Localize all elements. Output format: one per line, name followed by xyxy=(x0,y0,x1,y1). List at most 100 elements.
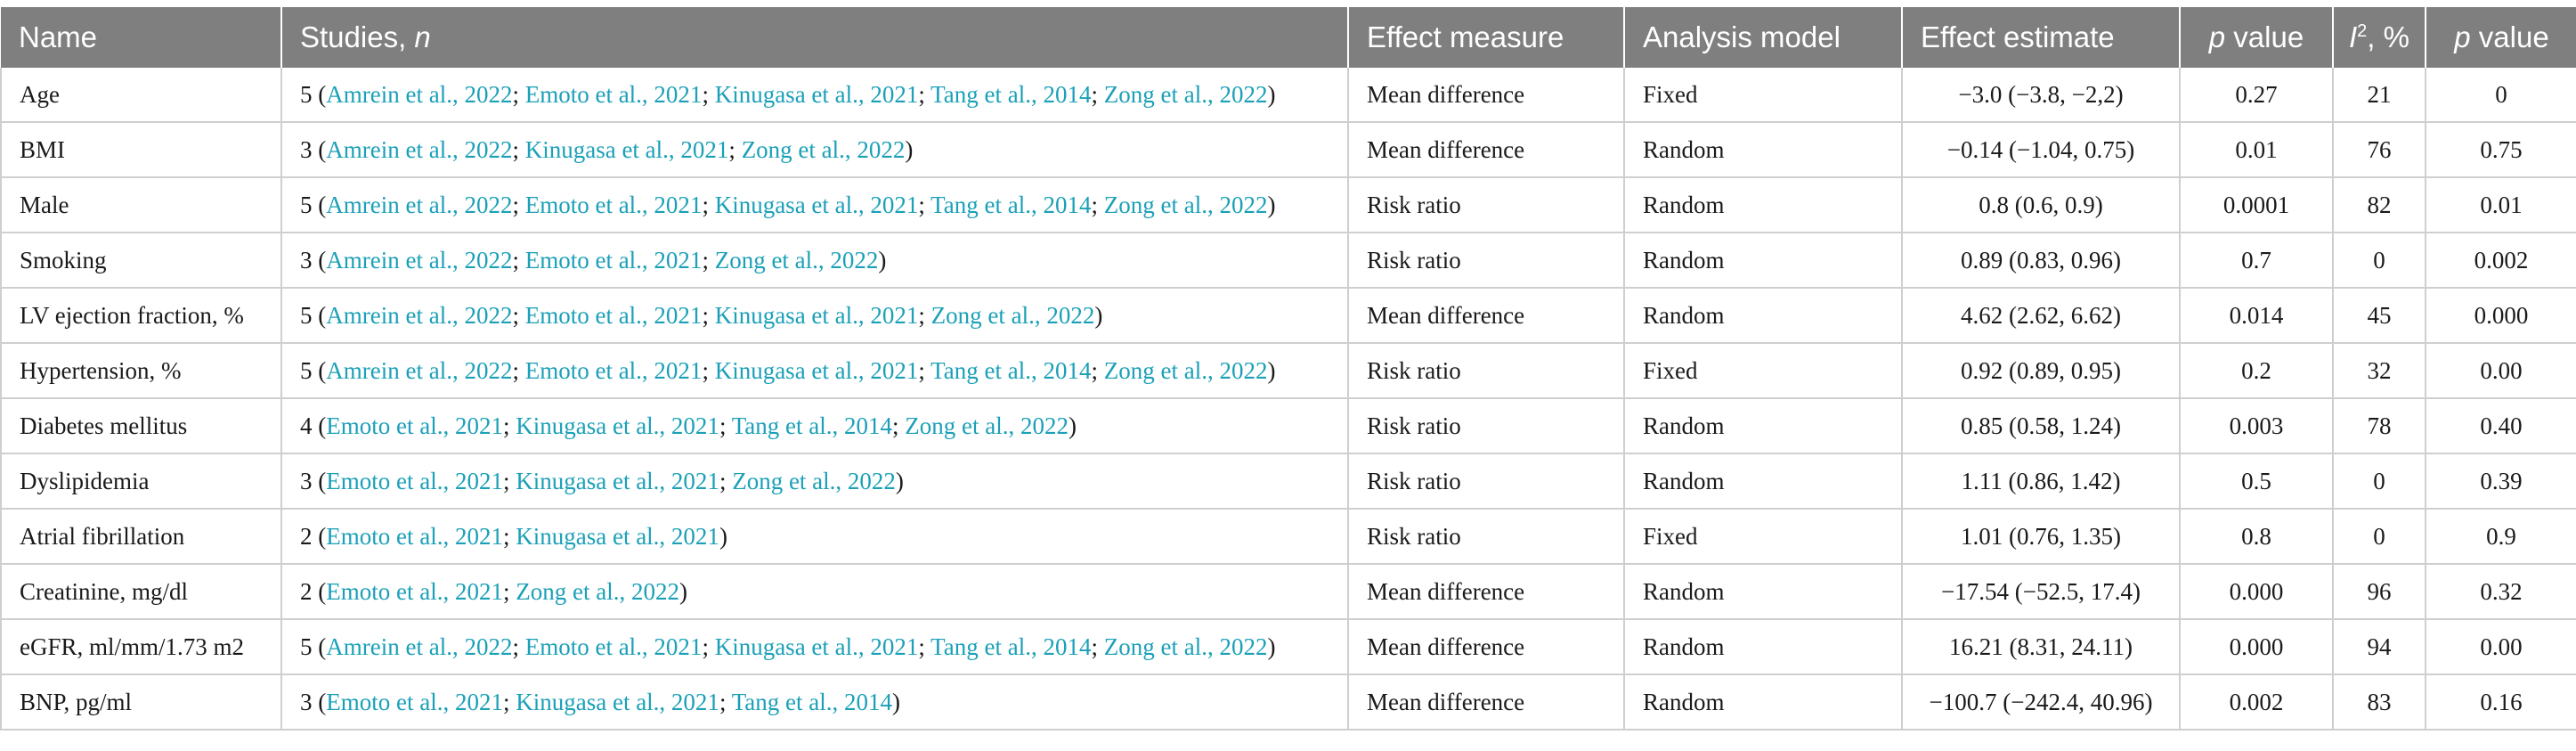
citation-link[interactable]: Kinugasa et al., 2021 xyxy=(714,356,919,384)
citation-link[interactable]: Tang et al., 2014 xyxy=(731,412,893,439)
citation-link[interactable]: Emoto et al., 2021 xyxy=(326,522,503,550)
cell-effect-estimate: −17.54 (−52.5, 17.4) xyxy=(1902,564,2181,620)
citation-link[interactable]: Kinugasa et al., 2021 xyxy=(516,688,719,715)
cell-name: Diabetes mellitus xyxy=(0,398,282,454)
citation-link[interactable]: Kinugasa et al., 2021 xyxy=(516,412,719,439)
citation-link[interactable]: Kinugasa et al., 2021 xyxy=(516,467,719,494)
cell-effect-measure: Risk ratio xyxy=(1348,233,1625,289)
citation-link[interactable]: Tang et al., 2014 xyxy=(731,688,893,715)
header-effect-measure: Effect measure xyxy=(1348,7,1625,68)
cell-name: BNP, pg/ml xyxy=(0,674,282,731)
citation-link[interactable]: Emoto et al., 2021 xyxy=(524,633,703,660)
citation-link[interactable]: Amrein et al., 2022 xyxy=(326,135,513,163)
cell-name: Smoking xyxy=(0,233,282,289)
cell-analysis-model: Random xyxy=(1624,619,1903,675)
table-row: Atrial fibrillation 2 (Emoto et al., 2021… xyxy=(0,509,2576,565)
citation-link[interactable]: Kinugasa et al., 2021 xyxy=(516,522,719,550)
cell-i2: 32 xyxy=(2333,343,2426,399)
cell-name: Male xyxy=(0,177,282,233)
cell-p-value: 0.7 xyxy=(2180,233,2334,289)
table-row: BNP, pg/ml 3 (Emoto et al., 2021; Kinugas… xyxy=(0,674,2576,731)
citation-link[interactable]: Zong et al., 2022 xyxy=(905,412,1069,439)
citation-link[interactable]: Emoto et al., 2021 xyxy=(524,301,703,329)
citation-link[interactable]: Kinugasa et al., 2021 xyxy=(524,135,729,163)
cell-analysis-model: Fixed xyxy=(1624,509,1903,565)
citation-link[interactable]: Emoto et al., 2021 xyxy=(326,577,503,605)
header-i2: I2, % xyxy=(2333,7,2426,68)
cell-p-value: 0.5 xyxy=(2180,453,2334,510)
cell-studies: 2 (Emoto et al., 2021; Kinugasa et al., … xyxy=(281,509,1349,565)
citation-link[interactable]: Zong et al., 2022 xyxy=(1103,356,1268,384)
cell-studies: 5 (Amrein et al., 2022; Emoto et al., 20… xyxy=(281,619,1349,675)
citation-link[interactable]: Amrein et al., 2022 xyxy=(326,301,513,329)
table-row: Diabetes mellitus 4 (Emoto et al., 2021; … xyxy=(0,398,2576,454)
cell-p-value: 0.002 xyxy=(2180,674,2334,731)
cell-studies: 3 (Emoto et al., 2021; Kinugasa et al., … xyxy=(281,674,1349,731)
cell-i2: 83 xyxy=(2333,674,2426,731)
cell-name: BMI xyxy=(0,122,282,178)
table-row: BMI 3 (Amrein et al., 2022; Kinugasa et a… xyxy=(0,122,2576,178)
citation-link[interactable]: Emoto et al., 2021 xyxy=(524,80,703,108)
cell-i2: 0 xyxy=(2333,453,2426,510)
meta-analysis-table: Name Studies, n Effect measure Analysis … xyxy=(0,7,2576,731)
citation-link[interactable]: Zong et al., 2022 xyxy=(930,301,1095,329)
citation-link[interactable]: Zong et al., 2022 xyxy=(1103,191,1268,218)
citation-link[interactable]: Zong et al., 2022 xyxy=(741,135,906,163)
cell-p-value: 0.8 xyxy=(2180,509,2334,565)
cell-effect-measure: Risk ratio xyxy=(1348,509,1625,565)
study-count: 5 xyxy=(300,633,313,660)
study-count: 5 xyxy=(300,80,313,108)
citation-link[interactable]: Zong et al., 2022 xyxy=(1103,80,1268,108)
citation-link[interactable]: Amrein et al., 2022 xyxy=(326,356,513,384)
cell-analysis-model: Random xyxy=(1624,233,1903,289)
cell-effect-estimate: 0.92 (0.89, 0.95) xyxy=(1902,343,2181,399)
citation-link[interactable]: Zong et al., 2022 xyxy=(1103,633,1268,660)
citation-link[interactable]: Tang et al., 2014 xyxy=(930,191,1092,218)
header-studies: Studies, n xyxy=(281,7,1349,68)
citation-link[interactable]: Kinugasa et al., 2021 xyxy=(714,80,919,108)
cell-effect-estimate: 0.8 (0.6, 0.9) xyxy=(1902,177,2181,233)
cell-p-value: 0.2 xyxy=(2180,343,2334,399)
cell-studies: 5 (Amrein et al., 2022; Emoto et al., 20… xyxy=(281,68,1349,123)
cell-i2: 78 xyxy=(2333,398,2426,454)
table-body: Age 5 (Amrein et al., 2022; Emoto et al.,… xyxy=(0,68,2576,731)
cell-p-value: 0.014 xyxy=(2180,288,2334,344)
citation-link[interactable]: Emoto et al., 2021 xyxy=(326,467,503,494)
citation-link[interactable]: Emoto et al., 2021 xyxy=(524,191,703,218)
study-count: 3 xyxy=(300,135,313,163)
citation-link[interactable]: Zong et al., 2022 xyxy=(732,467,896,494)
cell-analysis-model: Random xyxy=(1624,674,1903,731)
study-count: 3 xyxy=(300,688,313,715)
citation-link[interactable]: Zong et al., 2022 xyxy=(714,246,879,273)
cell-name: Atrial fibrillation xyxy=(0,509,282,565)
study-count: 5 xyxy=(300,191,313,218)
citation-link[interactable]: Kinugasa et al., 2021 xyxy=(714,301,919,329)
citation-link[interactable]: Amrein et al., 2022 xyxy=(326,80,513,108)
cell-p-value-2: 0.32 xyxy=(2426,564,2576,620)
cell-i2: 94 xyxy=(2333,619,2426,675)
cell-p-value: 0.0001 xyxy=(2180,177,2334,233)
cell-name: Creatinine, mg/dl xyxy=(0,564,282,620)
citation-link[interactable]: Tang et al., 2014 xyxy=(930,633,1092,660)
citation-link[interactable]: Emoto et al., 2021 xyxy=(524,246,703,273)
citation-link[interactable]: Zong et al., 2022 xyxy=(516,577,679,605)
table-row: Hypertension, % 5 (Amrein et al., 2022; E… xyxy=(0,343,2576,399)
cell-studies: 2 (Emoto et al., 2021; Zong et al., 2022… xyxy=(281,564,1349,620)
citation-link[interactable]: Tang et al., 2014 xyxy=(930,80,1092,108)
cell-p-value-2: 0.9 xyxy=(2426,509,2576,565)
citation-link[interactable]: Amrein et al., 2022 xyxy=(326,246,513,273)
cell-p-value: 0.000 xyxy=(2180,564,2334,620)
cell-effect-estimate: 16.21 (8.31, 24.11) xyxy=(1902,619,2181,675)
citation-link[interactable]: Emoto et al., 2021 xyxy=(326,412,503,439)
citation-link[interactable]: Emoto et al., 2021 xyxy=(326,688,503,715)
citation-link[interactable]: Kinugasa et al., 2021 xyxy=(714,191,919,218)
cell-effect-measure: Mean difference xyxy=(1348,288,1625,344)
study-count: 2 xyxy=(300,522,313,550)
citation-link[interactable]: Tang et al., 2014 xyxy=(930,356,1092,384)
cell-analysis-model: Random xyxy=(1624,122,1903,178)
table-row: Creatinine, mg/dl 2 (Emoto et al., 2021; … xyxy=(0,564,2576,620)
citation-link[interactable]: Amrein et al., 2022 xyxy=(326,191,513,218)
citation-link[interactable]: Amrein et al., 2022 xyxy=(326,633,513,660)
citation-link[interactable]: Kinugasa et al., 2021 xyxy=(714,633,919,660)
citation-link[interactable]: Emoto et al., 2021 xyxy=(524,356,703,384)
